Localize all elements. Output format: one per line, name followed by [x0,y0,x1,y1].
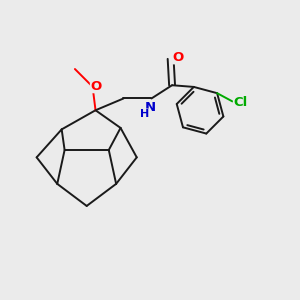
Text: N: N [144,101,156,114]
Text: H: H [140,109,150,119]
Text: O: O [172,51,184,64]
Text: O: O [91,80,102,93]
Text: Cl: Cl [234,96,248,110]
